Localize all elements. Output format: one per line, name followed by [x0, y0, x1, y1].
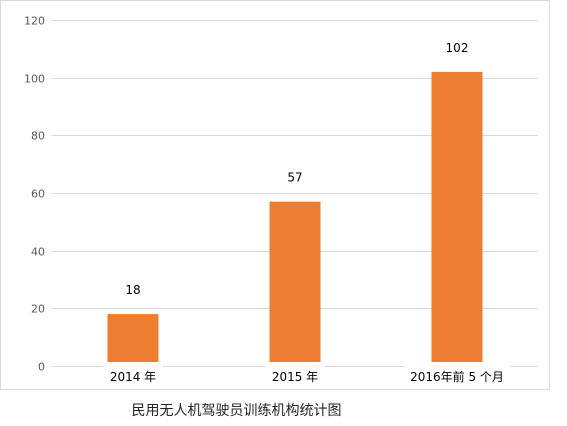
y-tick-label: 60: [31, 188, 45, 201]
y-axis-ticks: 0 20 40 60 80 100 120: [24, 15, 45, 374]
y-tick-label: 20: [31, 303, 45, 316]
data-labels: 18 57 102: [125, 41, 468, 297]
x-tick-label: 2014 年: [110, 370, 156, 384]
chart-caption-text: 民用无人机驾驶员训练机构统计图: [131, 403, 342, 419]
x-tick-label-bg: [103, 362, 163, 384]
y-tick-label: 40: [31, 246, 45, 259]
bars: [107, 71, 483, 367]
bar: [107, 314, 159, 366]
bar: [431, 71, 483, 367]
y-tick-label: 100: [24, 73, 45, 86]
data-label: 18: [125, 283, 140, 297]
bar: [269, 201, 321, 366]
y-tick-label: 80: [31, 130, 45, 143]
y-tick-label: 120: [24, 15, 45, 28]
x-tick-label: 2015 年: [272, 370, 318, 384]
data-label: 102: [446, 41, 469, 55]
x-tick-label-bg: [404, 362, 510, 384]
chart-caption: 民用无人机驾驶员训练机构统计图: [0, 400, 567, 420]
y-tick-label: 0: [38, 361, 45, 374]
x-axis-ticks: 2014 年 2015 年 2016年前 5 个月: [103, 362, 510, 384]
chart-border: [0, 0, 550, 390]
x-tick-label-bg: [265, 362, 325, 384]
data-label: 57: [287, 171, 302, 185]
x-tick-label: 2016年前 5 个月: [410, 369, 504, 384]
